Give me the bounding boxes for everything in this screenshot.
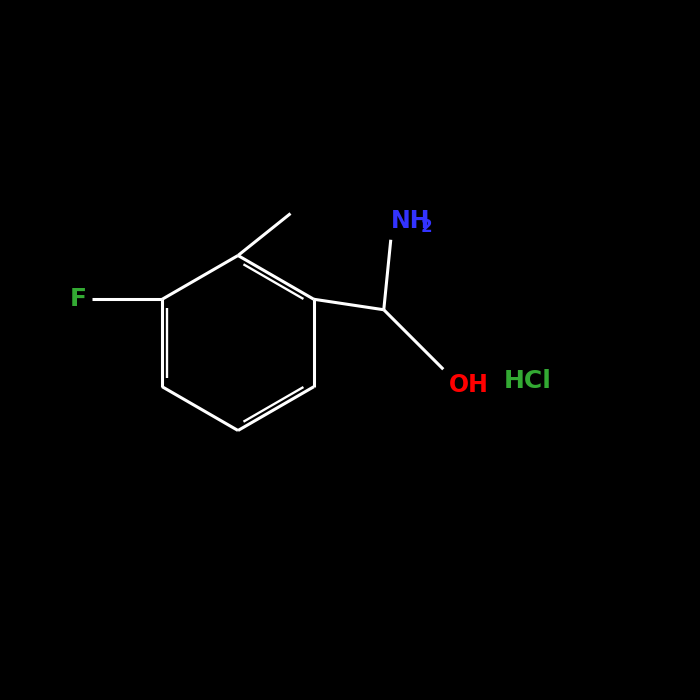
Text: F: F	[69, 287, 87, 312]
Text: NH: NH	[391, 209, 430, 233]
Text: HCl: HCl	[504, 370, 552, 393]
Text: 2: 2	[420, 218, 432, 237]
Text: OH: OH	[449, 372, 489, 397]
